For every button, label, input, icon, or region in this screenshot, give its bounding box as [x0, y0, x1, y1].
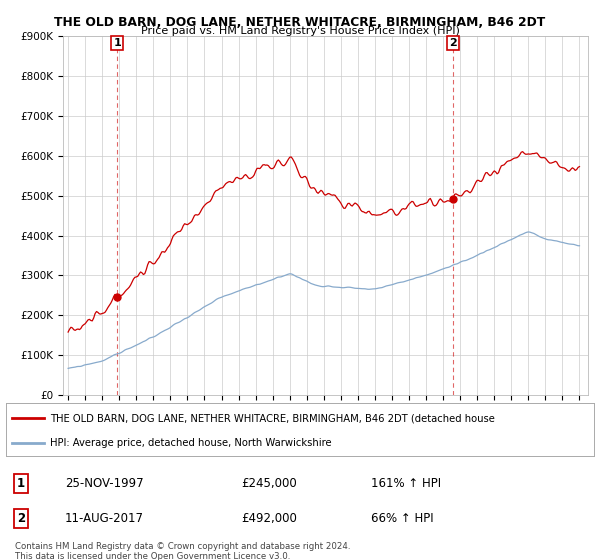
- Point: [448, 194, 458, 203]
- Text: 66% ↑ HPI: 66% ↑ HPI: [371, 512, 433, 525]
- Text: Contains HM Land Registry data © Crown copyright and database right 2024.
This d: Contains HM Land Registry data © Crown c…: [15, 542, 350, 560]
- Text: 161% ↑ HPI: 161% ↑ HPI: [371, 477, 440, 489]
- Text: THE OLD BARN, DOG LANE, NETHER WHITACRE, BIRMINGHAM, B46 2DT (detached house: THE OLD BARN, DOG LANE, NETHER WHITACRE,…: [50, 413, 495, 423]
- Text: 25-NOV-1997: 25-NOV-1997: [65, 477, 143, 489]
- Text: £492,000: £492,000: [241, 512, 297, 525]
- Point: [112, 293, 122, 302]
- Text: 1: 1: [17, 477, 25, 489]
- Text: HPI: Average price, detached house, North Warwickshire: HPI: Average price, detached house, Nort…: [50, 438, 332, 448]
- Text: 2: 2: [449, 38, 457, 48]
- Text: £245,000: £245,000: [241, 477, 297, 489]
- Text: 2: 2: [17, 512, 25, 525]
- Text: Price paid vs. HM Land Registry's House Price Index (HPI): Price paid vs. HM Land Registry's House …: [140, 26, 460, 36]
- Text: THE OLD BARN, DOG LANE, NETHER WHITACRE, BIRMINGHAM, B46 2DT: THE OLD BARN, DOG LANE, NETHER WHITACRE,…: [55, 16, 545, 29]
- Text: 11-AUG-2017: 11-AUG-2017: [65, 512, 144, 525]
- Text: 1: 1: [113, 38, 121, 48]
